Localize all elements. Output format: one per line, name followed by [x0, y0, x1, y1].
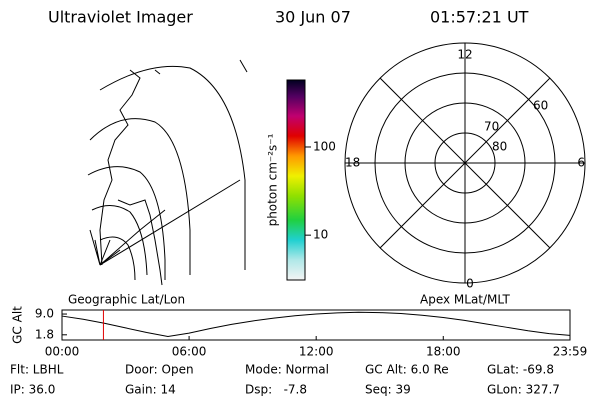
footer-field: GLat: -69.8	[487, 363, 554, 377]
footer-field: GC Alt: 6.0 Re	[365, 363, 449, 377]
polar-label: 18	[345, 156, 360, 170]
colorbar	[286, 79, 306, 281]
footer-field: GLon: 327.7	[487, 383, 560, 397]
colorbar-label: photon cm⁻²s⁻¹	[266, 133, 280, 226]
x-tick-label: 12:00	[299, 345, 334, 359]
polar-label: 6	[577, 156, 585, 170]
footer-field: Seq: 39	[365, 383, 411, 397]
y-tick-label: 9.0	[35, 307, 54, 321]
polar-label: 70	[484, 120, 499, 134]
footer-field: Gain: 14	[125, 383, 176, 397]
colorbar-tick-label: 100	[313, 139, 336, 153]
polar-label: 12	[457, 48, 472, 62]
y-axis-label: GC Alt	[11, 306, 25, 344]
x-tick-label: 18:00	[426, 345, 461, 359]
x-tick-label: 00:00	[45, 345, 80, 359]
x-tick-label: 23:59	[553, 345, 588, 359]
polar-label: 80	[492, 140, 507, 154]
footer-field: Dsp: -7.8	[245, 383, 307, 397]
footer-field: Mode: Normal	[245, 363, 329, 377]
y-tick-label: 1.8	[35, 327, 54, 341]
time: 01:57:21 UT	[430, 8, 529, 27]
polar-label: 60	[533, 99, 548, 113]
footer-field: IP: 36.0	[10, 383, 55, 397]
right-label: Apex MLat/MLT	[420, 293, 510, 307]
geo-map	[87, 59, 248, 286]
colorbar-tick-label: 10	[313, 228, 328, 242]
instrument: Ultraviolet Imager	[48, 8, 193, 27]
footer-field: Flt: LBHL	[10, 363, 64, 377]
left-label: Geographic Lat/Lon	[68, 293, 185, 307]
date: 30 Jun 07	[275, 8, 351, 27]
footer-field: Door: Open	[125, 363, 194, 377]
polar-label: 0	[466, 277, 474, 291]
polar-grid	[344, 42, 586, 284]
altitude-line	[61, 311, 571, 338]
x-tick-label: 06:00	[172, 345, 207, 359]
